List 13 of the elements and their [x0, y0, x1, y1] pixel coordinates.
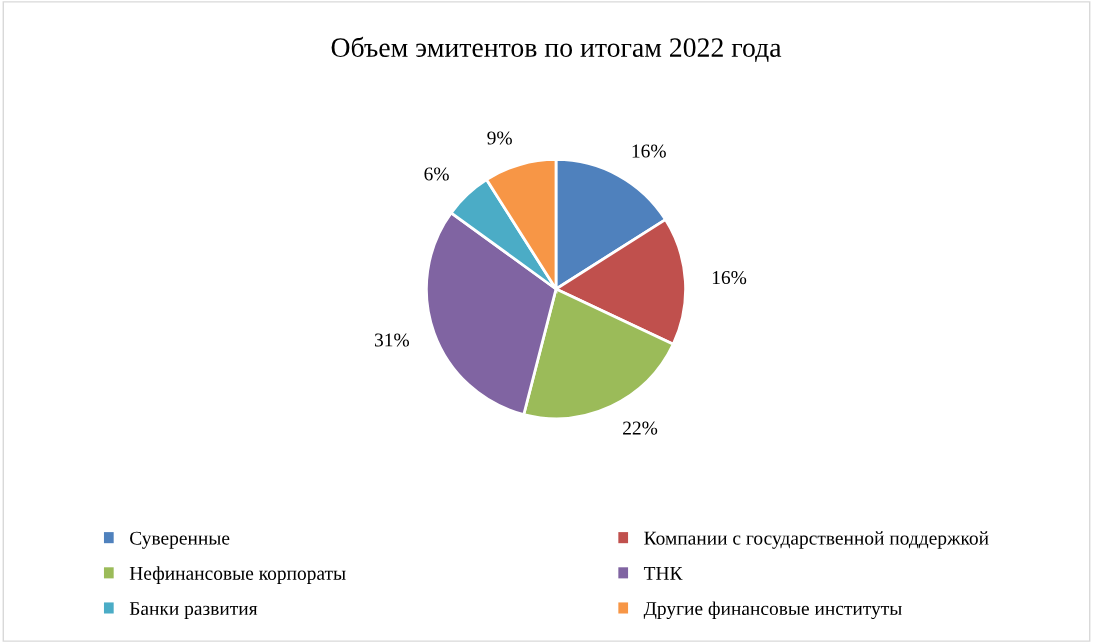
data-label: 16% — [712, 270, 747, 285]
chart-title: Объем эмитентов по итогам 2022 года — [331, 36, 782, 63]
legend-label: Нефинансовые корпораты — [129, 566, 346, 584]
legend-label: Компании с государственной поддержкой — [644, 531, 989, 549]
legend-label: ТНК — [643, 567, 683, 580]
data-label: 31% — [374, 333, 410, 347]
data-label: 6% — [424, 167, 449, 181]
legend-label: Банки развития — [129, 602, 258, 620]
data-label: 16% — [632, 144, 666, 158]
data-label: 9% — [487, 131, 512, 145]
legend-label: Другие финансовые институты — [643, 601, 902, 620]
legend-label: Суверенные — [130, 531, 230, 549]
data-label: 22% — [623, 421, 658, 435]
